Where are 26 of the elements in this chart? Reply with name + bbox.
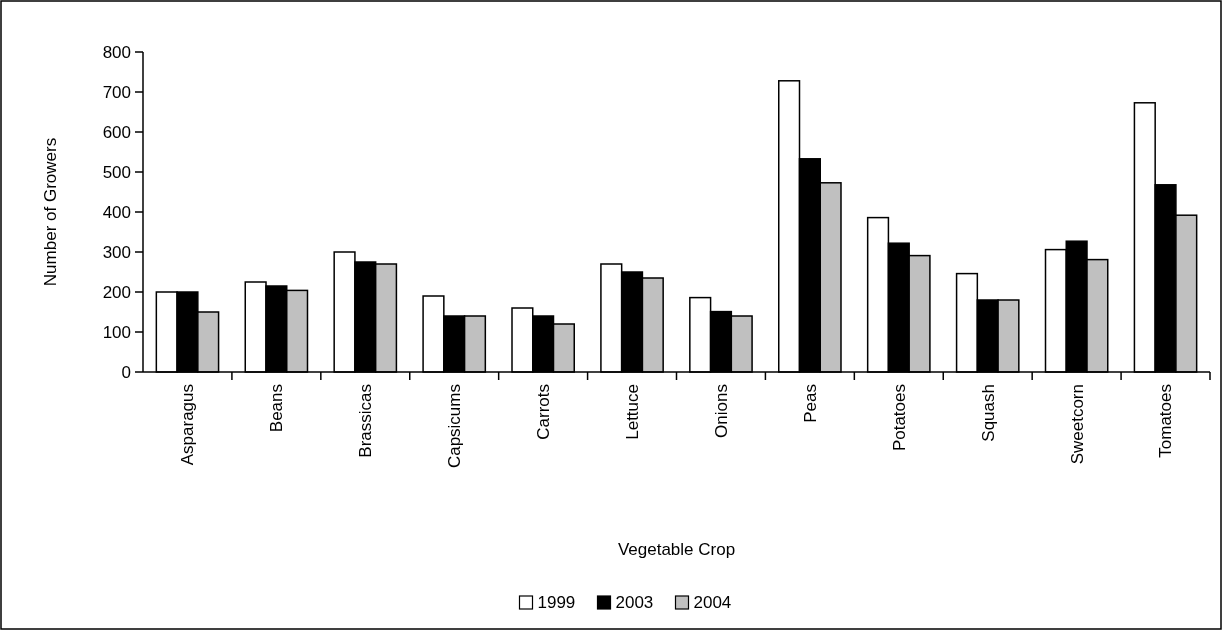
y-tick-label: 0 (121, 362, 131, 382)
y-tick-label: 300 (102, 242, 131, 262)
x-tick-label: Beans (267, 384, 287, 433)
x-tick-label: Sweetcorn (1067, 384, 1087, 465)
x-tick-label: Tomatoes (1156, 384, 1176, 458)
legend-label: 1999 (537, 593, 576, 612)
legend-label: 2003 (615, 593, 654, 612)
y-tick-label: 700 (102, 82, 131, 102)
x-tick-label: Capsicums (445, 384, 465, 469)
x-tick-label: Onions (711, 384, 731, 438)
x-tick-label: Brassicas (356, 384, 376, 458)
y-tick-label: 200 (102, 282, 131, 302)
legend-label: 2004 (693, 593, 732, 612)
x-tick-label: Peas (800, 384, 820, 423)
y-tick-label: 500 (102, 162, 131, 182)
y-tick-label: 400 (102, 202, 131, 222)
y-tick-label: 800 (102, 42, 131, 62)
y-tick-label: 600 (102, 122, 131, 142)
x-axis-title: Vegetable Crop (617, 540, 736, 559)
y-tick-label: 100 (102, 322, 131, 342)
x-tick-label: Squash (978, 384, 998, 442)
x-tick-label: Lettuce (622, 384, 642, 440)
x-tick-label: Potatoes (889, 384, 909, 452)
x-tick-label: Carrots (534, 384, 554, 440)
y-axis-title: Number of Growers (41, 137, 60, 287)
x-tick-label: Asparagus (178, 384, 198, 466)
